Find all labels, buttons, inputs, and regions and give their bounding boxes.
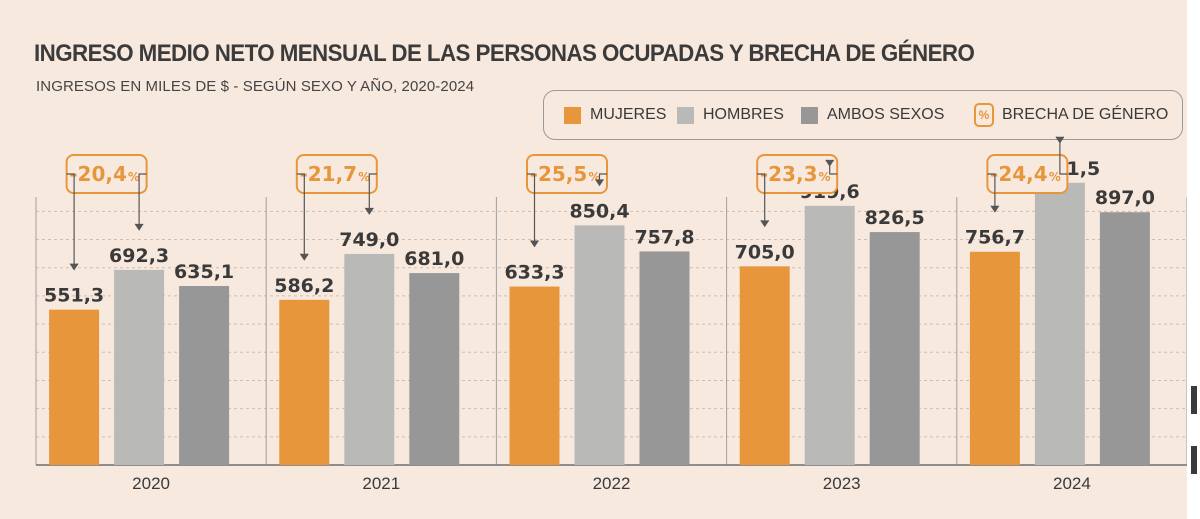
chart-title: INGRESO MEDIO NETO MENSUAL DE LAS PERSON… [34,40,975,67]
gap-connector-hombres [138,173,147,230]
legend: MUJERES HOMBRES AMBOS SEXOS % BRECHA DE … [543,90,1183,140]
gap-connector-mujeres [296,173,305,260]
legend-label-mujeres: MUJERES [590,106,667,123]
bar-ambos-sexos [1099,212,1150,465]
year-label: 2023 [823,474,861,493]
value-label: 692,3 [109,245,169,267]
bar-mujeres [739,266,790,465]
legend-label-ambos: AMBOS SEXOS [827,106,945,123]
value-label: 749,0 [339,229,399,251]
bar-mujeres [49,309,100,465]
gap-arrow-mujeres [69,263,79,271]
legend-swatch-ambos [801,106,818,124]
bar-mujeres [509,286,560,465]
gap-arrow-mujeres [760,220,770,228]
gap-arrow-mujeres [990,205,1000,213]
percent-sign: % [358,170,370,184]
value-label: 826,5 [865,207,925,229]
bar-hombres [344,253,395,465]
value-label: 551,3 [44,285,104,307]
bar-mujeres [279,299,330,465]
percent-icon: % [974,103,994,127]
right-edge-strip [1187,0,1200,519]
gap-arrow-hombres [595,179,604,187]
gap-arrow-mujeres [299,253,309,261]
percent-sign: % [819,170,831,184]
bar-hombres [114,269,165,465]
gap-connector-hombres [368,173,377,214]
value-label: 586,2 [274,275,334,297]
year-label: 2024 [1053,474,1091,493]
value-label: 757,8 [634,226,694,248]
legend-item-mujeres: MUJERES [564,91,666,139]
legend-swatch-hombres [677,106,694,124]
value-label: 897,0 [1095,187,1155,209]
legend-label-brecha: BRECHA DE GÉNERO [1002,106,1169,123]
gap-arrow-hombres [1055,136,1065,144]
legend-item-ambos: AMBOS SEXOS [801,91,944,139]
value-label: 850,4 [569,200,629,222]
chart-subtitle: INGRESOS EN MILES DE $ - SEGÚN SEXO Y AÑ… [36,78,475,95]
legend-item-hombres: HOMBRES [677,91,784,139]
gap-connector-mujeres [66,173,75,270]
gap-connector-mujeres [987,173,996,212]
year-label: 2021 [362,474,400,493]
bar-hombres [804,205,855,465]
year-label: 2022 [593,474,631,493]
year-label: 2020 [132,474,170,493]
gap-connector-hombres [1059,142,1068,175]
bar-ambos-sexos [639,251,690,465]
value-label: 756,7 [965,227,1025,249]
bar-hombres [574,225,625,465]
bar-ambos-sexos [409,273,460,465]
gap-arrow-hombres [825,159,835,167]
gap-connector-mujeres [757,173,766,227]
edge-mark [1191,446,1197,474]
bar-hombres [1034,182,1085,465]
bar-ambos-sexos [869,232,920,465]
value-label: 705,0 [735,241,795,263]
legend-label-hombres: HOMBRES [703,106,784,123]
value-label: 633,3 [504,262,564,284]
value-label: 681,0 [404,248,464,270]
gap-arrow-hombres [364,207,374,215]
edge-mark [1191,386,1197,414]
bar-mujeres [969,251,1020,465]
gap-connector-mujeres [527,173,536,247]
percent-sign: % [128,170,140,184]
legend-item-brecha: % BRECHA DE GÉNERO [974,91,1168,139]
gap-connector-hombres [829,165,838,175]
legend-swatch-mujeres [564,106,581,124]
percent-sign: % [1049,170,1061,184]
bar-ambos-sexos [179,286,230,465]
gap-arrow-mujeres [530,240,539,248]
gap-arrow-hombres [134,223,144,231]
value-label: 635,1 [174,261,234,283]
